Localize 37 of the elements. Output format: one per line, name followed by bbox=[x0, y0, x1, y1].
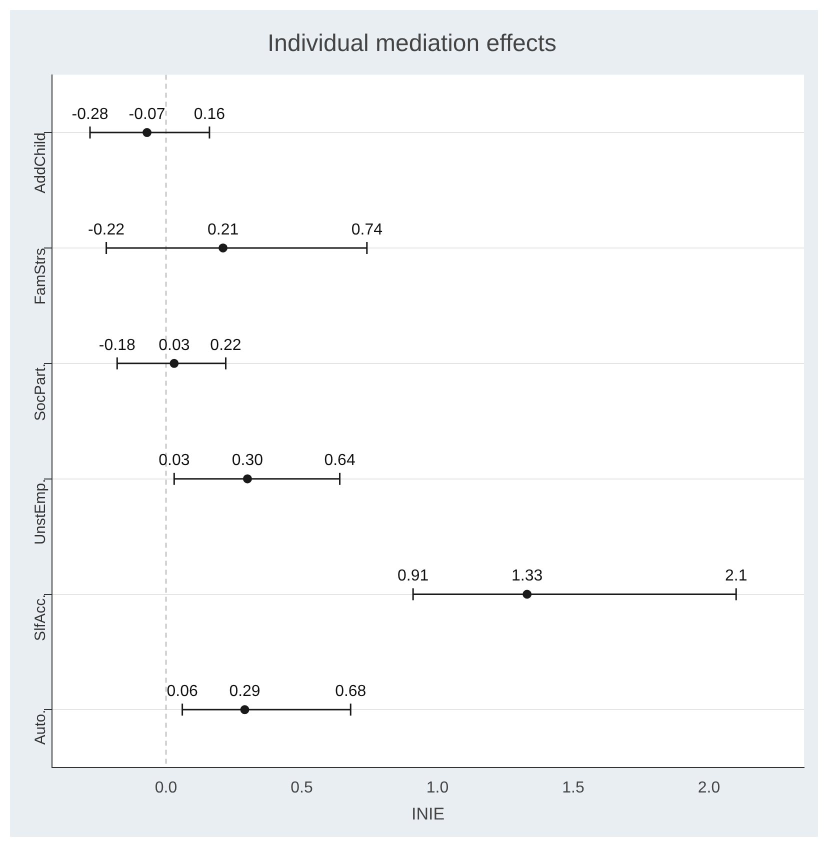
annotation: -0.28 bbox=[72, 106, 108, 123]
x-tick-label: 0.0 bbox=[154, 779, 178, 796]
annotation: 0.16 bbox=[194, 106, 226, 123]
y-tick-label: UnstEmp. bbox=[32, 478, 50, 545]
x-tick-label: 2.0 bbox=[698, 779, 720, 796]
data-label: 0.21 bbox=[207, 221, 239, 238]
annotation: -0.22 bbox=[88, 221, 125, 238]
point bbox=[170, 358, 179, 368]
point bbox=[240, 705, 250, 714]
chart-title: Individual mediation effects bbox=[267, 30, 557, 58]
y-tick-label: SlfAcc. bbox=[32, 594, 50, 641]
x-tick-label: 1.5 bbox=[562, 779, 584, 796]
annotation: 0.74 bbox=[351, 221, 383, 238]
annotation: 0.68 bbox=[335, 683, 366, 700]
annotation: 0.64 bbox=[324, 452, 356, 470]
y-tick-label: FamStrs bbox=[32, 248, 50, 305]
x-axis-title: INIE bbox=[411, 804, 445, 824]
point bbox=[242, 474, 252, 484]
point bbox=[522, 590, 532, 599]
y-tick-label: SocPart. bbox=[32, 363, 50, 421]
y-tick-label: Auto. bbox=[32, 710, 50, 745]
x-tick-label: 1.0 bbox=[426, 779, 449, 796]
data-label: 0.30 bbox=[232, 452, 264, 470]
annotation: 2.1 bbox=[725, 568, 748, 585]
annotation: 0.22 bbox=[210, 336, 242, 354]
data-label: 0.03 bbox=[158, 336, 190, 354]
annotation: 0.91 bbox=[398, 568, 429, 585]
y-tick-label: AddChild bbox=[32, 132, 50, 194]
annotation: -0.18 bbox=[98, 336, 136, 354]
data-label: -0.07 bbox=[128, 106, 166, 123]
data-label: 1.33 bbox=[512, 568, 543, 585]
point bbox=[142, 128, 152, 138]
x-tick-label: 0.5 bbox=[290, 779, 313, 796]
annotation: 0.03 bbox=[158, 452, 190, 470]
point bbox=[218, 243, 228, 252]
data-label: 0.29 bbox=[229, 683, 260, 700]
annotation: 0.06 bbox=[166, 683, 198, 700]
